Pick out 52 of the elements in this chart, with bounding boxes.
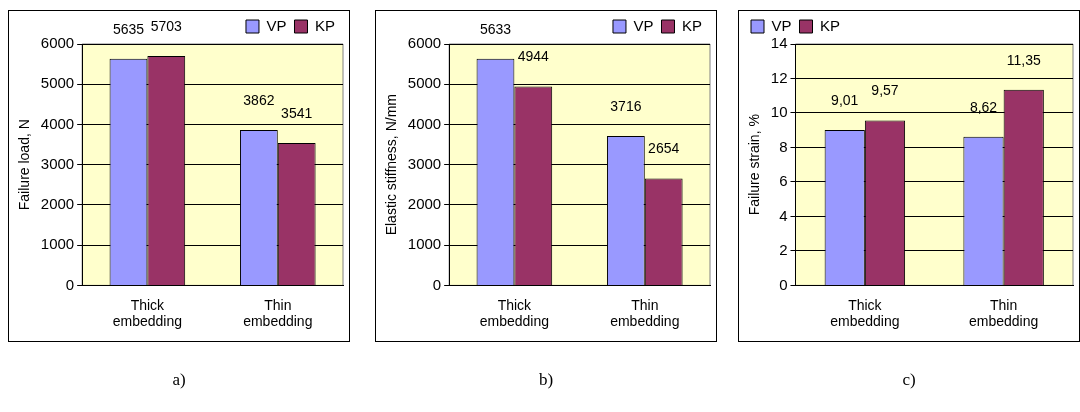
y-tick-label: 0 <box>432 275 442 293</box>
data-label: 2654 <box>648 140 680 157</box>
data-label: 3716 <box>610 97 642 114</box>
y-tick-label: 0 <box>65 275 75 293</box>
data-label: 3862 <box>243 91 275 108</box>
x-tick-label: Thin embedding <box>968 296 1039 330</box>
y-tick-label: 6000 <box>40 34 75 52</box>
y-tick-label: 2000 <box>407 195 442 213</box>
y-tick-label: 4000 <box>40 114 75 132</box>
y-axis-title: Failure strain, % <box>746 114 763 216</box>
legend-label: KP <box>681 16 703 34</box>
data-label: 3541 <box>281 104 313 121</box>
x-tick-label: Thick embedding <box>112 296 183 330</box>
y-tick-label: 6 <box>779 172 788 190</box>
legend-label: KP <box>314 16 336 34</box>
x-tick-label: Thin embedding <box>610 296 680 330</box>
y-tick-label: 10 <box>770 103 788 121</box>
y-tick-label: 8 <box>779 137 788 155</box>
data-label: 4944 <box>517 48 550 65</box>
data-label: 5635 <box>112 20 145 37</box>
y-tick-label: 4 <box>779 206 788 224</box>
data-label: 9,57 <box>871 82 899 99</box>
y-tick-label: 1000 <box>407 235 442 253</box>
y-axis-title: Failure load, N <box>16 119 33 211</box>
data-label: 5633 <box>479 20 512 37</box>
y-tick-label: 3000 <box>407 154 442 172</box>
legend-label: VP <box>266 16 287 34</box>
y-tick-label: 5000 <box>407 74 442 92</box>
legend-label: VP <box>633 16 654 34</box>
y-tick-label: 14 <box>770 34 788 52</box>
data-label: 11,35 <box>1006 51 1041 68</box>
y-tick-label: 5000 <box>40 74 75 92</box>
y-tick-label: 0 <box>779 275 788 293</box>
data-label: 9,01 <box>831 91 859 108</box>
data-label: 5703 <box>150 17 183 34</box>
legend-label: KP <box>820 16 841 34</box>
y-tick-label: 4000 <box>407 114 442 132</box>
y-tick-label: 2 <box>779 241 788 259</box>
y-tick-label: 2000 <box>40 195 75 213</box>
legend-label: VP <box>771 16 792 34</box>
text: c) <box>901 370 917 390</box>
data-label: 8,62 <box>969 98 998 115</box>
y-tick-label: 1000 <box>40 235 75 253</box>
y-tick-label: 12 <box>770 68 788 86</box>
y-tick-label: 3000 <box>40 154 75 172</box>
y-axis-title: Elastic stiffness, N/mm <box>383 94 400 236</box>
x-tick-label: Thick embedding <box>830 296 900 330</box>
text: a) <box>171 370 187 390</box>
text: b) <box>537 370 555 390</box>
x-tick-label: Thick embedding <box>479 296 550 330</box>
x-tick-label: Thin embedding <box>243 296 313 330</box>
y-tick-label: 6000 <box>407 34 442 52</box>
